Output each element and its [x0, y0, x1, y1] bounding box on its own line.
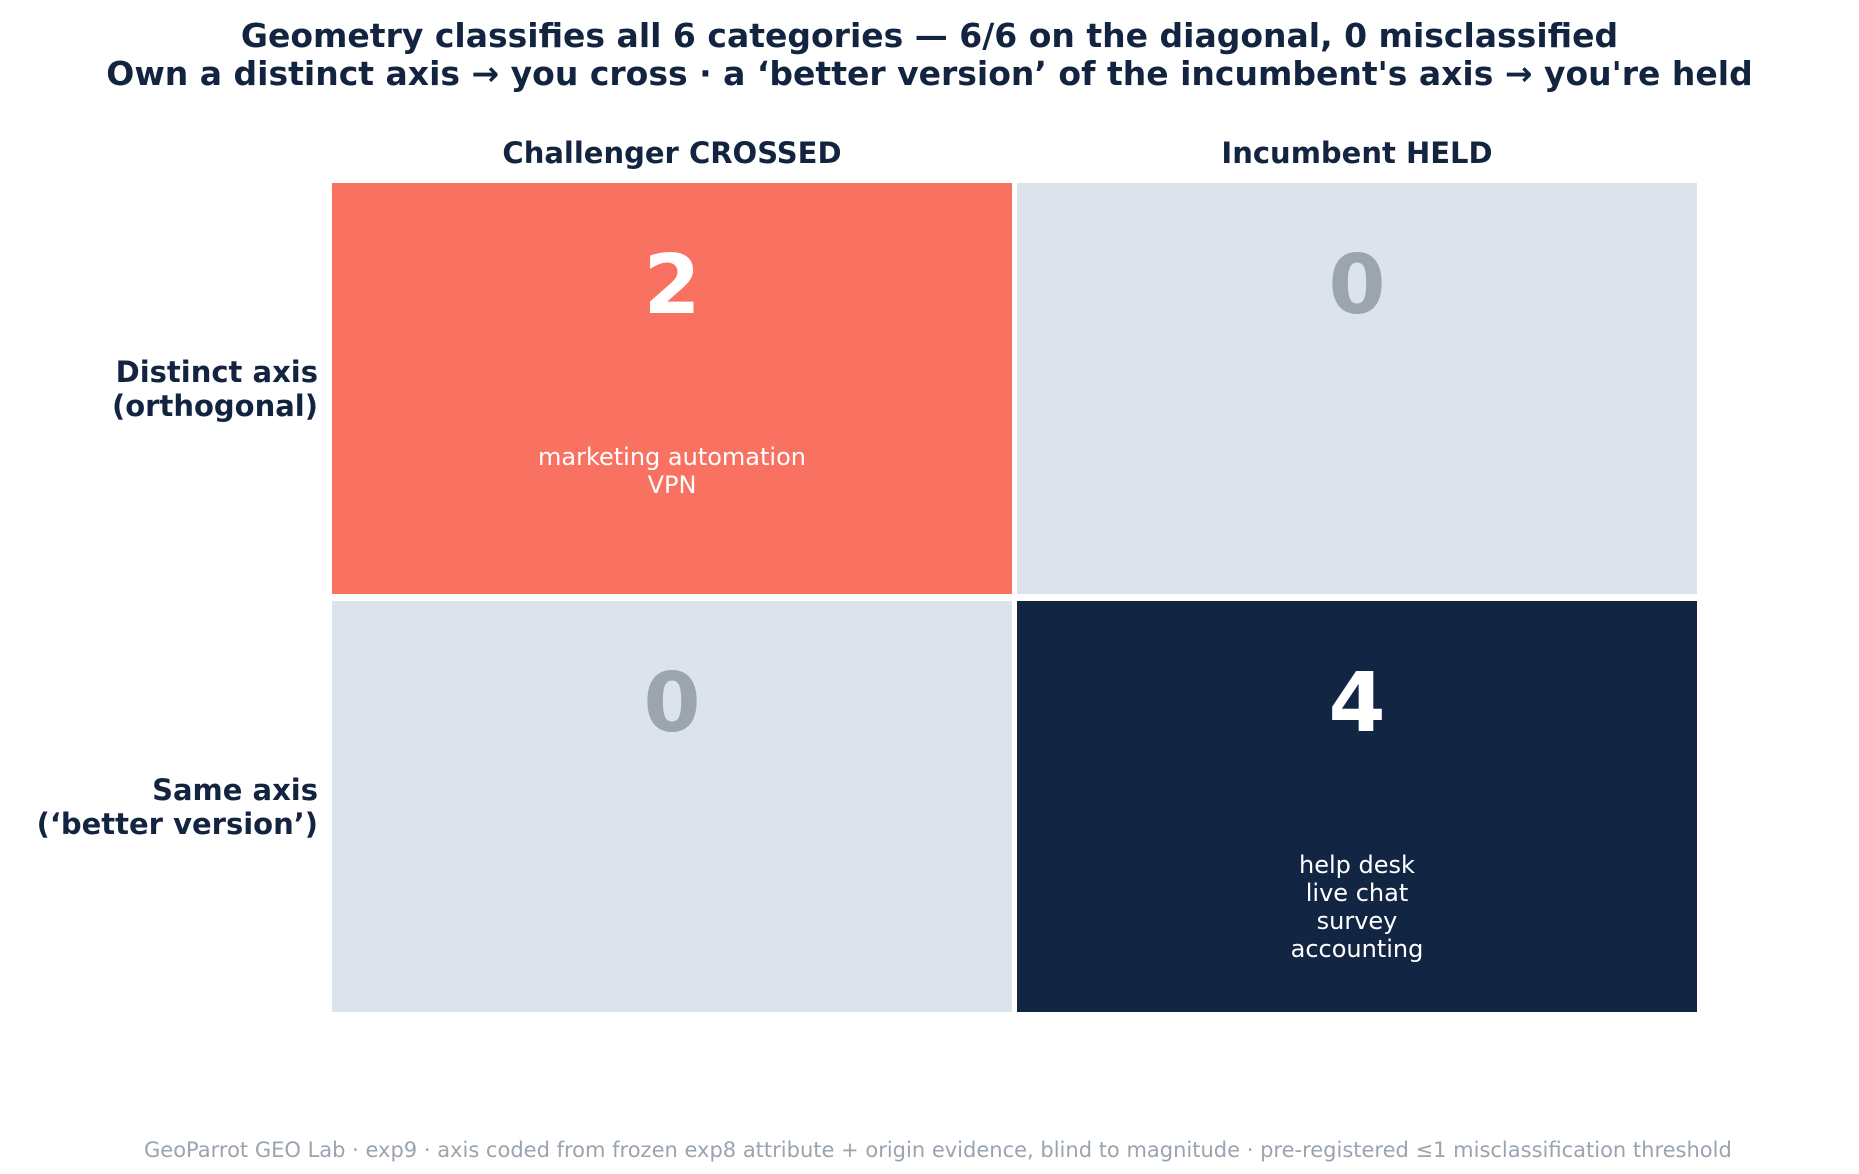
cell-count: 0: [1328, 238, 1386, 333]
chart-subtitle: Own a distinct axis → you cross · a ‘bet…: [106, 54, 1753, 93]
column-header-challenger-crossed: Challenger CROSSED: [502, 136, 842, 170]
cell-count: 2: [643, 238, 701, 333]
row-header-line: (orthogonal): [111, 388, 318, 423]
matrix-cell-r0-c0: 2 marketing automation VPN: [332, 183, 1012, 594]
cell-category-list: help desk live chat survey accounting: [1017, 851, 1697, 963]
chart-footer-note: GeoParrot GEO Lab · exp9 · axis coded fr…: [144, 1138, 1732, 1162]
cell-category-item: live chat: [1305, 879, 1409, 907]
cell-category-item: marketing automation: [538, 443, 806, 471]
row-header-line: Distinct axis: [115, 354, 318, 389]
matrix-cell-r0-c1: 0: [1017, 183, 1697, 594]
cell-category-item: VPN: [647, 471, 697, 499]
row-header-line: Same axis: [152, 772, 318, 807]
column-header-incumbent-held: Incumbent HELD: [1221, 136, 1493, 170]
cell-category-list: marketing automation VPN: [332, 443, 1012, 499]
cell-category-item: survey: [1316, 907, 1398, 935]
cell-count: 0: [643, 656, 701, 751]
matrix-cell-r1-c0: 0: [332, 601, 1012, 1012]
chart-title: Geometry classifies all 6 categories — 6…: [240, 16, 1619, 55]
cell-count: 4: [1328, 656, 1386, 751]
row-header-distinct-axis: Distinct axis (orthogonal): [112, 355, 318, 423]
matrix-cell-r1-c1: 4 help desk live chat survey accounting: [1017, 601, 1697, 1012]
row-header-same-axis: Same axis (‘better version’): [37, 773, 318, 841]
row-header-line: (‘better version’): [36, 806, 318, 841]
cell-category-item: accounting: [1290, 935, 1424, 963]
cell-category-item: help desk: [1299, 851, 1415, 879]
